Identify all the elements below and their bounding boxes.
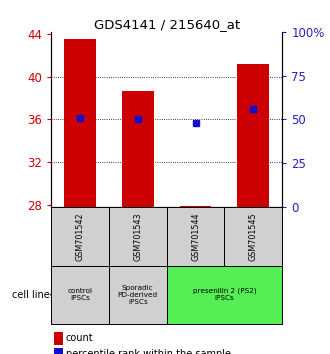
Bar [64, 39, 96, 207]
Text: percentile rank within the sample: percentile rank within the sample [66, 349, 231, 354]
Text: control
IPSCs: control IPSCs [68, 288, 92, 301]
Bar [122, 91, 154, 207]
Text: GSM701545: GSM701545 [249, 212, 258, 261]
Text: GSM701543: GSM701543 [133, 212, 142, 261]
Text: presenilin 2 (PS2)
iPSCs: presenilin 2 (PS2) iPSCs [193, 288, 256, 302]
Text: GSM701544: GSM701544 [191, 212, 200, 261]
Title: GDS4141 / 215640_at: GDS4141 / 215640_at [94, 18, 240, 31]
Text: cell line: cell line [12, 290, 50, 300]
Text: GSM701542: GSM701542 [76, 212, 84, 261]
Text: count: count [66, 333, 94, 343]
Bar [237, 64, 269, 207]
Text: Sporadic
PD-derived
iPSCs: Sporadic PD-derived iPSCs [118, 285, 158, 305]
Bar [180, 206, 212, 207]
